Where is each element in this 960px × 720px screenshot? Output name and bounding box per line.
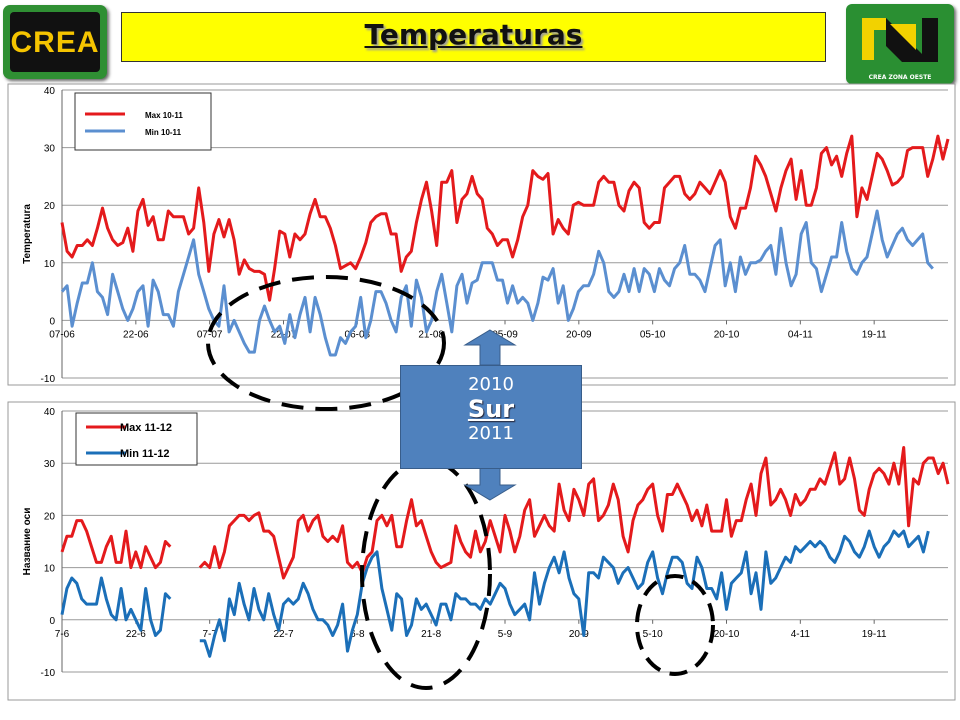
- crea-logo-background: CREA: [10, 12, 100, 72]
- top-y-tick-label: 10: [44, 259, 56, 270]
- bottom-x-tick-label: 21-8: [421, 629, 441, 640]
- bottom-x-tick-label: 22-6: [126, 629, 146, 640]
- bottom-x-tick-label: 22-7: [273, 629, 293, 640]
- bottom-legend-label: Max 11-12: [120, 422, 172, 434]
- bottom-y-axis-label: Название оси: [22, 508, 33, 576]
- crea-logo: CREA: [3, 5, 107, 79]
- callout-region: Sur: [467, 395, 515, 423]
- top-y-axis-label: Temperatura: [22, 204, 33, 264]
- crea-zona-oeste-emblem: [858, 14, 942, 66]
- bottom-y-tick-label: 30: [44, 459, 56, 470]
- emblem-right-shape: [886, 18, 938, 62]
- top-x-tick-label: 20-09: [566, 329, 592, 340]
- bottom-y-tick-label: 0: [49, 616, 55, 627]
- top-series-line-max: [60, 134, 950, 302]
- bottom-legend-label: Min 11-12: [120, 448, 170, 460]
- bottom-legend-box: [75, 412, 198, 466]
- bottom-x-tick-label: 20-10: [714, 629, 740, 640]
- bottom-y-tick-label: -10: [41, 668, 56, 679]
- top-y-tick-label: 20: [44, 201, 56, 212]
- bottom-y-tick-label: 20: [44, 511, 56, 522]
- bottom-x-tick-label: 5-9: [498, 629, 513, 640]
- top-x-tick-label: 19-11: [862, 329, 887, 340]
- bottom-series-line-max: [60, 446, 950, 580]
- crea-logo-text: CREA: [10, 26, 100, 59]
- top-x-tick-label: 04-11: [788, 329, 813, 340]
- top-y-tick-label: -10: [41, 374, 56, 385]
- top-x-tick-label: 05-10: [640, 329, 666, 340]
- page-title: Temperaturas: [364, 18, 583, 51]
- bottom-y-tick-label: 40: [44, 407, 56, 418]
- bottom-x-tick-label: 20-9: [569, 629, 589, 640]
- crea-zona-oeste-text: CREA ZONA OESTE: [868, 74, 932, 81]
- bottom-x-tick-label: 4-11: [791, 629, 811, 640]
- season-callout: 2010 Sur 2011: [400, 365, 582, 469]
- title-banner: Temperaturas: [121, 12, 826, 62]
- bottom-x-tick-label: 5-10: [643, 629, 663, 640]
- top-y-tick-label: 0: [49, 316, 55, 327]
- bottom-x-tick-label: 6-8: [350, 629, 365, 640]
- top-y-tick-label: 30: [44, 144, 56, 155]
- top-x-tick-label: 07-07: [197, 329, 223, 340]
- top-x-tick-label: 21-08: [418, 329, 444, 340]
- top-legend-label: Max 10-11: [145, 111, 183, 120]
- top-x-tick-label: 05-09: [492, 329, 518, 340]
- bottom-x-tick-label: 19-11: [862, 629, 887, 640]
- callout-year-end: 2011: [468, 423, 514, 444]
- top-x-tick-label: 20-10: [714, 329, 740, 340]
- crea-zona-oeste-logo: CREA ZONA OESTE: [846, 4, 954, 84]
- bottom-x-tick-label: 7-6: [55, 629, 70, 640]
- bottom-y-tick-label: 10: [44, 564, 56, 575]
- callout-year-start: 2010: [468, 374, 514, 395]
- emblem-left-shape: [862, 18, 886, 60]
- bottom-x-tick-label: 7-7: [202, 629, 217, 640]
- bottom-series-line-min: [60, 529, 930, 658]
- top-legend-box: [74, 92, 212, 151]
- emblem-inner-shape: [890, 24, 916, 50]
- top-legend-label: Min 10-11: [145, 128, 182, 137]
- top-x-tick-label: 22-06: [123, 329, 149, 340]
- top-x-tick-label: 07-06: [49, 329, 75, 340]
- top-y-tick-label: 40: [44, 86, 56, 97]
